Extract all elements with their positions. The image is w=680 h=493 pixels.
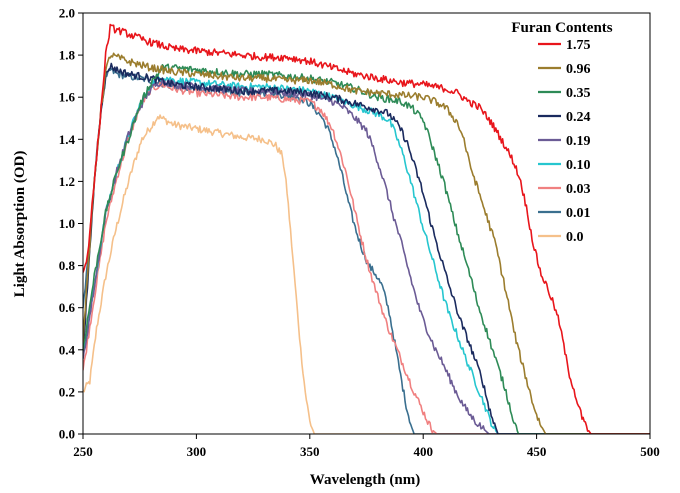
y-tick-label: 1.6 [59, 90, 76, 105]
y-tick-label: 1.4 [59, 132, 76, 147]
series-line-0_96 [83, 52, 650, 434]
y-tick-label: 1.0 [59, 216, 75, 231]
x-tick-label: 250 [73, 444, 93, 459]
legend-title: Furan Contents [511, 20, 612, 36]
ticks-layer: 250 300 350 400 450 500 0.0 0.2 0.4 0.6 0.8 1.0 1.2 1… [59, 6, 660, 460]
y-tick-label: 0.0 [59, 427, 75, 442]
y-tick-label: 0.4 [59, 342, 76, 357]
legend-item-0_96: 0.96 [538, 62, 591, 77]
legend: Furan Contents 1.75 0.96 0.35 0.24 0.19 0.10 0… [511, 20, 612, 245]
y-tick-label: 2.0 [59, 6, 75, 21]
x-axis-title: Wavelength (nm) [310, 472, 420, 488]
series-layer [83, 23, 650, 434]
y-tick-label: 0.2 [59, 384, 75, 399]
legend-label: 0.19 [566, 134, 591, 149]
legend-item-0_24: 0.24 [538, 110, 591, 125]
series-line-0_19 [83, 77, 650, 434]
legend-label: 0.96 [566, 62, 591, 77]
series-line-0_24 [83, 62, 650, 434]
legend-label: 0.01 [566, 206, 591, 221]
x-tick-label: 350 [300, 444, 320, 459]
x-tick-label: 500 [640, 444, 660, 459]
series-line-0_10 [83, 75, 650, 434]
series-line-0_35 [83, 63, 650, 434]
legend-label: 0.24 [566, 110, 591, 125]
plot-frame [82, 12, 651, 435]
legend-label: 0.0 [566, 230, 584, 245]
legend-item-0_35: 0.35 [538, 86, 591, 101]
legend-item-0_0: 0.0 [538, 230, 584, 245]
y-tick-label: 0.6 [59, 300, 76, 315]
y-tick-label: 1.2 [59, 174, 75, 189]
legend-item-0_03: 0.03 [538, 182, 591, 197]
series-line-0_03 [83, 81, 650, 434]
legend-item-0_19: 0.19 [538, 134, 591, 149]
series-line-0_0 [83, 114, 650, 434]
legend-label: 1.75 [566, 38, 591, 53]
y-tick-label: 1.8 [59, 48, 76, 63]
legend-label: 0.03 [566, 182, 591, 197]
legend-item-0_10: 0.10 [538, 158, 591, 173]
x-tick-label: 450 [527, 444, 547, 459]
legend-item-1_75: 1.75 [538, 38, 591, 53]
series-line-1_75 [83, 23, 650, 434]
legend-item-0_01: 0.01 [538, 206, 591, 221]
legend-label: 0.10 [566, 158, 591, 173]
y-axis-title: Light Absorption (OD) [12, 151, 28, 298]
x-tick-label: 300 [187, 444, 207, 459]
y-tick-label: 0.8 [59, 258, 76, 273]
legend-label: 0.35 [566, 86, 591, 101]
x-tick-label: 400 [413, 444, 433, 459]
